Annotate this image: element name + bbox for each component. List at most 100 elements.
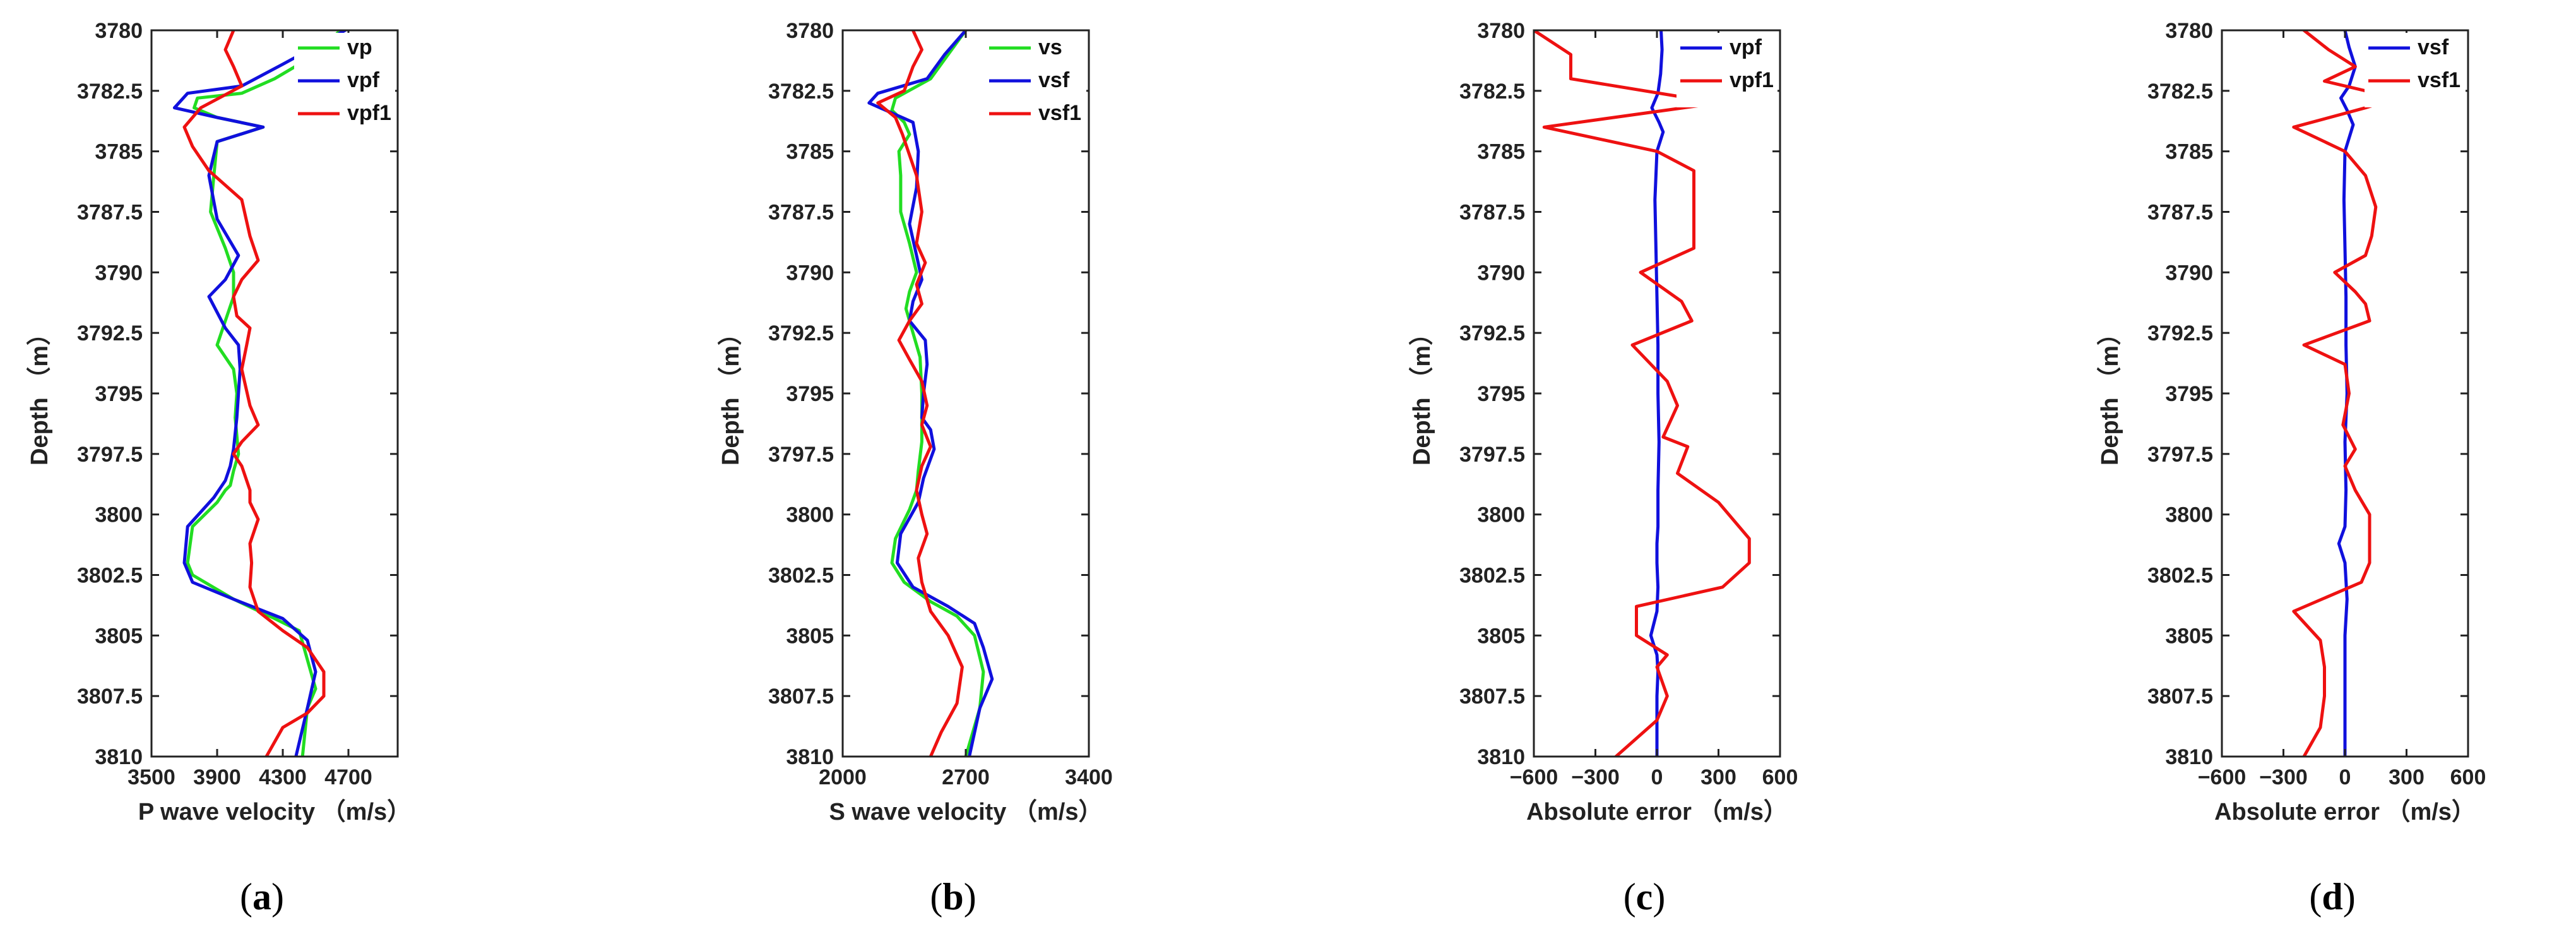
x-tick-label: 0 [2339,765,2351,789]
y-tick-label: 3785 [2165,140,2213,164]
y-tick-label: 3792.5 [77,321,143,345]
series-line-vsf1 [876,30,964,757]
y-tick-label: 3797.5 [77,443,143,467]
y-tick-label: 3787.5 [77,201,143,225]
x-tick-label: −300 [2259,765,2308,789]
series-line-vsf [2337,30,2357,757]
x-tick-label: 600 [1762,765,1798,789]
y-axis-title: Depth （m） [2097,321,2123,465]
legend-label-vsf: vsf [2418,35,2449,59]
y-tick-label: 3795 [786,382,834,406]
legend: vpf vpf1 [1677,33,1778,107]
x-axis-title: Absolute error （m/s） [2214,799,2476,825]
series-line-vsf1 [2292,30,2398,757]
y-tick-label: 3780 [786,19,834,43]
x-tick-label: 3400 [1065,765,1113,789]
chart-panel-2: 3780 3782.5 3785 3787.5 3790 3792.5 3795 3797.5… [718,19,1113,918]
series-line-vs [890,30,985,757]
x-axis-title: Absolute error （m/s） [1526,799,1788,825]
y-tick-label: 3805 [786,624,834,648]
legend-label-vsf1: vsf1 [2418,68,2460,92]
series-line-vpf1 [182,30,326,757]
x-tick-label: 2700 [942,765,990,789]
y-tick-label: 3807.5 [1459,685,1525,709]
legend-label-vsf: vsf [1038,68,1070,92]
y-tick-label: 3805 [2165,624,2213,648]
legend: vs vsf vsf1 [985,33,1086,140]
y-axis-title: Depth （m） [27,321,53,465]
y-tick-label: 3785 [786,140,834,164]
y-axis-title: Depth （m） [1409,321,1435,465]
y-tick-label: 3780 [2165,19,2213,43]
y-tick-label: 3792.5 [1459,321,1525,345]
legend-box [294,33,395,140]
x-tick-label: 3500 [128,765,175,789]
y-tick-label: 3795 [1477,382,1525,406]
legend-box [1677,33,1778,107]
y-tick-label: 3802.5 [2147,564,2213,588]
x-tick-label: 4700 [324,765,372,789]
y-tick-label: 3807.5 [77,685,143,709]
legend-label-vpf1: vpf1 [347,101,391,125]
y-tick-label: 3802.5 [1459,564,1525,588]
y-tick-label: 3792.5 [768,321,834,345]
y-tick-label: 3790 [95,261,143,285]
y-tick-label: 3810 [786,745,834,769]
y-tick-label: 3782.5 [77,80,143,104]
y-tick-label: 3810 [2165,745,2213,769]
legend-label-vs: vs [1038,35,1062,59]
y-tick-label: 3800 [2165,503,2213,527]
y-tick-label: 3807.5 [768,685,834,709]
y-tick-label: 3790 [1477,261,1525,285]
legend-label-vpf1: vpf1 [1730,68,1774,92]
y-tick-label: 3792.5 [2147,321,2213,345]
panel-label: (b) [930,876,976,918]
panel-label: (d) [2309,876,2355,918]
legend-box [985,33,1086,140]
y-tick-label: 3802.5 [768,564,834,588]
legend: vsf vsf1 [2365,33,2466,107]
y-tick-label: 3780 [1477,19,1525,43]
y-tick-label: 3800 [786,503,834,527]
x-tick-label: 2000 [819,765,867,789]
chart-panel-3: 3780 3782.5 3785 3787.5 3790 3792.5 3795 3797.5… [1409,19,1798,918]
x-tick-label: 0 [1651,765,1663,789]
y-tick-label: 3790 [786,261,834,285]
legend-label-vp: vp [347,35,372,59]
y-tick-label: 3797.5 [1459,443,1525,467]
legend-label-vpf: vpf [347,68,380,92]
y-tick-label: 3785 [95,140,143,164]
y-tick-label: 3805 [95,624,143,648]
legend-label-vsf1: vsf1 [1038,101,1081,125]
x-tick-label: 3900 [193,765,241,789]
y-tick-label: 3790 [2165,261,2213,285]
x-axis-title: S wave velocity （m/s） [829,799,1103,825]
legend-label-vpf: vpf [1730,35,1762,59]
x-tick-label: 4300 [259,765,307,789]
y-tick-label: 3795 [2165,382,2213,406]
x-tick-label: −600 [2198,765,2247,789]
chart-panel-4: 3780 3782.5 3785 3787.5 3790 3792.5 3795 3797.5… [2097,19,2486,918]
y-tick-label: 3780 [95,19,143,43]
x-axis-title: P wave velocity （m/s） [138,799,411,825]
y-tick-label: 3782.5 [768,80,834,104]
y-tick-label: 3787.5 [2147,201,2213,225]
legend: vp vpf vpf1 [294,33,395,140]
y-tick-label: 3785 [1477,140,1525,164]
panel-label: (a) [240,876,284,918]
series-line-vpf [172,30,347,757]
y-tick-label: 3810 [95,745,143,769]
series-line-vpf [1649,30,1665,757]
y-tick-label: 3787.5 [768,201,834,225]
x-tick-label: 600 [2450,765,2486,789]
legend-box [2365,33,2466,107]
y-tick-label: 3802.5 [77,564,143,588]
y-tick-label: 3795 [95,382,143,406]
y-tick-label: 3800 [1477,503,1525,527]
y-tick-label: 3797.5 [2147,443,2213,467]
y-tick-label: 3787.5 [1459,201,1525,225]
y-tick-label: 3810 [1477,745,1525,769]
x-tick-label: −600 [1510,765,1558,789]
y-tick-label: 3807.5 [2147,685,2213,709]
